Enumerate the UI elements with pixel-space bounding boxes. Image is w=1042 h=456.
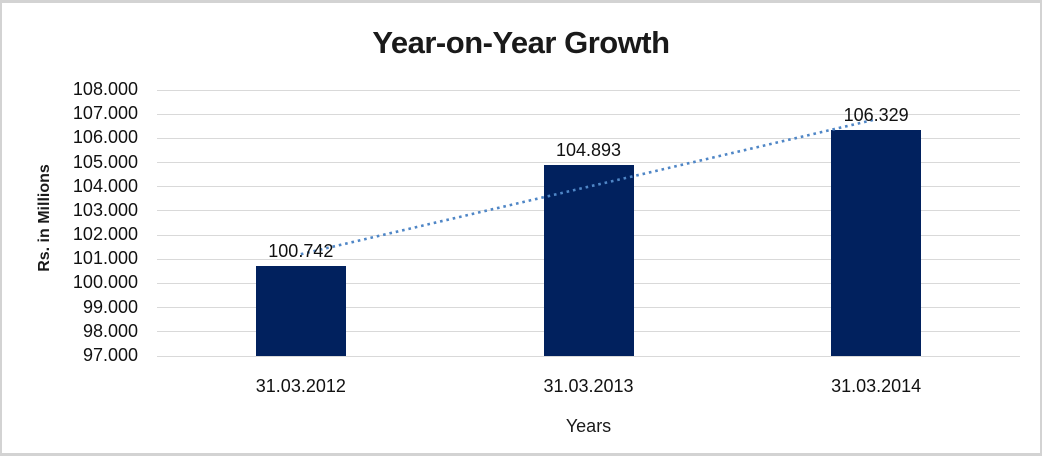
y-tick-label: 104.000 [72, 175, 138, 196]
y-tick-label: 101.000 [72, 248, 138, 269]
y-tick-label: 102.000 [72, 224, 138, 245]
gridline [157, 162, 1020, 164]
bar [543, 165, 634, 356]
y-tick-label: 106.000 [72, 127, 138, 148]
gridline [157, 89, 1020, 91]
trendline [300, 117, 877, 256]
y-tick-label: 99.000 [82, 296, 138, 317]
gridline [157, 137, 1020, 139]
data-label: 100.742 [268, 240, 334, 261]
y-tick-label: 103.000 [72, 199, 138, 220]
chart-title: Year-on-Year Growth [372, 25, 670, 60]
bar [255, 265, 346, 356]
y-tick-label: 100.000 [72, 272, 138, 293]
trendline-layer [300, 117, 877, 256]
y-tick-label: 105.000 [72, 151, 138, 172]
plot-area: 100.742 104.893 106.329 [157, 89, 1020, 357]
bar [831, 130, 922, 356]
x-axis-title: Years [565, 416, 612, 436]
x-tick-label: 31.03.2014 [831, 376, 922, 396]
y-tick-label: 107.000 [72, 103, 138, 124]
y-tick-label: 98.000 [82, 320, 138, 341]
y-tick-label: 108.000 [72, 79, 138, 99]
gridline [157, 355, 1020, 357]
data-label: 106.329 [843, 105, 909, 126]
x-tick-label: 31.03.2013 [543, 376, 634, 396]
gridline [157, 113, 1020, 115]
x-tick-label: 31.03.2012 [255, 376, 346, 396]
y-tick-label: 97.000 [82, 345, 138, 365]
data-label: 104.893 [555, 140, 622, 161]
